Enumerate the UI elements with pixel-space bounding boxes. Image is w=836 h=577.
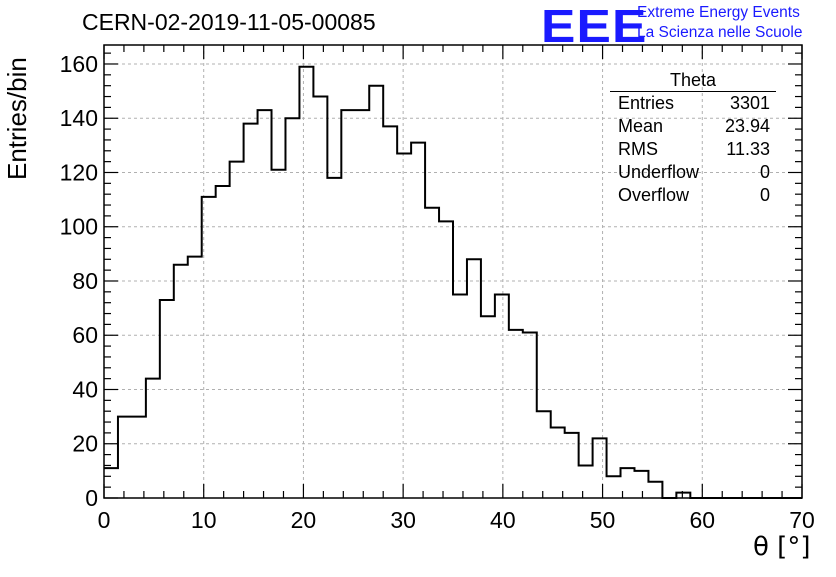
histogram-bin (648, 482, 662, 498)
histogram-bin (146, 379, 160, 498)
eee-tagline-2: La Scienza nelle Scuole (637, 24, 803, 41)
x-tick-label: 10 (191, 507, 217, 533)
histogram-bin (104, 468, 118, 498)
y-tick-label: 80 (72, 268, 98, 294)
histogram-bin (285, 118, 299, 498)
stats-row-entries: Entries 3301 (610, 92, 776, 115)
x-tick-label: 70 (789, 507, 815, 533)
x-tick-label: 0 (98, 507, 111, 533)
histogram-bin (676, 493, 690, 498)
histogram-bin (313, 97, 327, 498)
histogram-bin (230, 162, 244, 498)
histogram-bin (565, 433, 579, 498)
histogram-bin (369, 86, 383, 498)
stats-label: Overflow (618, 185, 690, 205)
stats-value: 11.33 (726, 139, 770, 159)
histogram-bin (551, 427, 565, 498)
y-tick-label: 140 (60, 105, 98, 131)
plot-frame (103, 44, 803, 499)
x-tick-label: 60 (689, 507, 715, 533)
histogram-bin (355, 110, 369, 498)
histogram-bin (272, 170, 286, 498)
stats-value: 0 (759, 162, 770, 182)
stats-title: Theta (610, 70, 776, 92)
histogram-bin (453, 295, 467, 498)
histogram-bin (509, 330, 523, 498)
histogram-bin (258, 110, 272, 498)
stats-row-rms: RMS 11.33 (610, 138, 776, 161)
y-tick-label: 0 (85, 485, 98, 511)
histogram-bin (439, 221, 453, 498)
x-tick-label: 40 (490, 507, 516, 533)
y-axis-label: Entries/bin (2, 57, 32, 180)
stats-value: 23.94 (724, 116, 770, 136)
histogram-bin (523, 333, 537, 498)
histogram-bin (202, 197, 216, 498)
histogram-bin (341, 110, 355, 498)
histogram-bin (216, 186, 230, 498)
y-tick-label: 20 (72, 431, 98, 457)
eee-logo: EEE (541, 0, 648, 52)
histogram-bin (397, 154, 411, 498)
histogram-bin (607, 476, 621, 498)
histogram-bin (537, 411, 551, 498)
y-tick-label: 60 (72, 322, 98, 348)
histogram-bin (495, 295, 509, 498)
histogram-bin (411, 143, 425, 498)
histogram-bin (425, 208, 439, 498)
stats-label: RMS (618, 139, 658, 159)
histogram-bin (327, 178, 341, 498)
eee-tagline-1: Extreme Energy Events (637, 4, 800, 21)
y-tick-label: 120 (60, 159, 98, 185)
stats-label: Entries (618, 93, 675, 113)
stats-value: 3301 (729, 93, 770, 113)
plot-title: CERN-02-2019-11-05-00085 (82, 9, 376, 35)
stats-label: Underflow (618, 162, 700, 182)
stats-box: Theta Entries 3301 Mean 23.94 RMS 11.33 … (610, 70, 776, 207)
histogram-bin (634, 471, 648, 498)
histogram-bin (383, 126, 397, 498)
x-axis-label: θ [°] (753, 532, 811, 562)
histogram-line (104, 65, 802, 499)
x-tick-label: 50 (590, 507, 616, 533)
x-tick-label: 20 (291, 507, 317, 533)
x-tick-label: 30 (390, 507, 416, 533)
stats-label: Mean (618, 116, 664, 136)
histogram-bin (160, 300, 174, 498)
histogram-bin (174, 265, 188, 498)
histogram-bin (467, 259, 481, 498)
y-tick-label: 100 (60, 214, 98, 240)
histogram-bin (481, 316, 495, 498)
histogram-bin (132, 417, 146, 498)
stats-row-underflow: Underflow 0 (610, 161, 776, 184)
histogram-bin (118, 417, 132, 498)
histogram-bin (244, 124, 258, 498)
histogram-bin (299, 67, 313, 498)
stats-value: 0 (759, 185, 770, 205)
histogram-bin (188, 257, 202, 498)
y-tick-label: 160 (60, 51, 98, 77)
histogram-bin (579, 465, 593, 498)
stats-row-overflow: Overflow 0 (610, 184, 776, 207)
stats-row-mean: Mean 23.94 (610, 115, 776, 138)
y-tick-label: 40 (72, 376, 98, 402)
histogram-bin (593, 438, 607, 498)
